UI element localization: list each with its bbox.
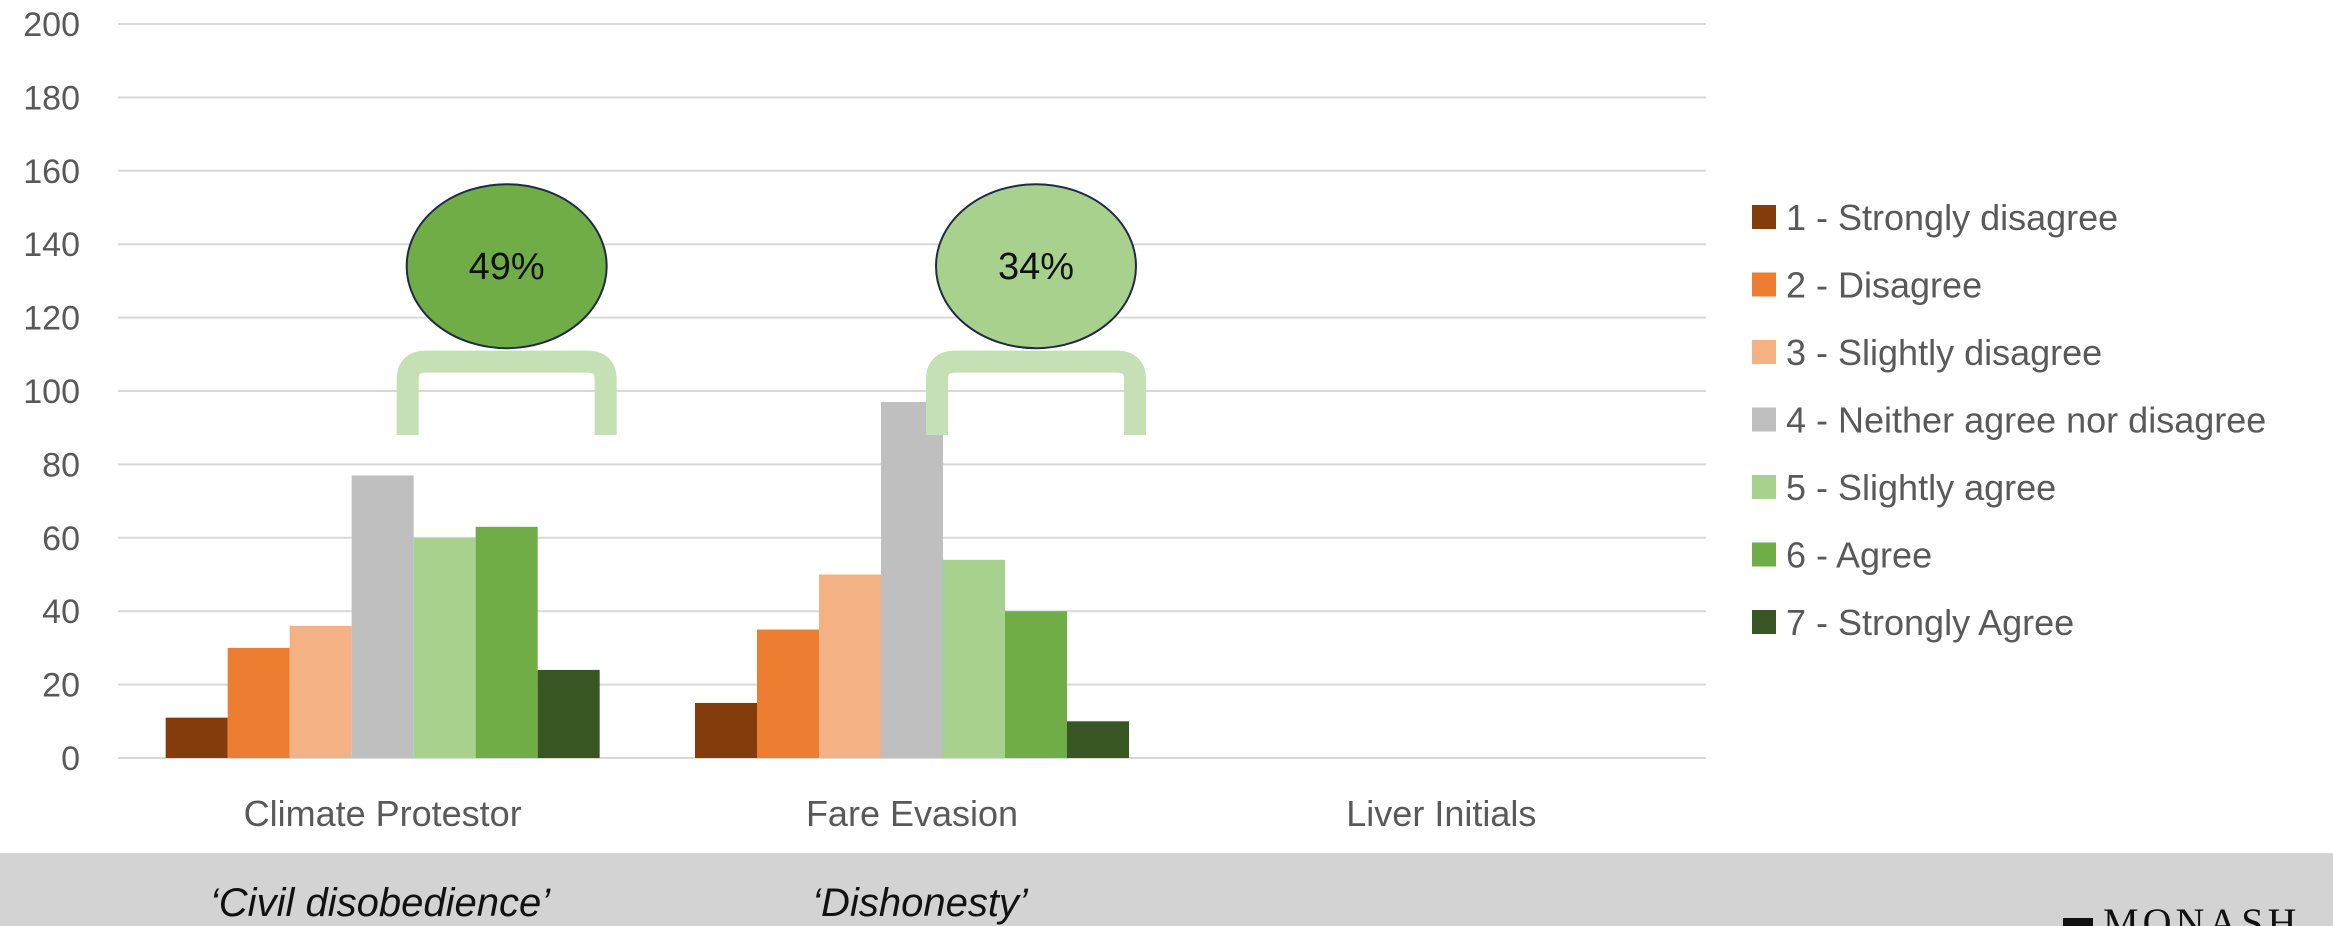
footer-label-civil-disobedience: ‘Civil disobedience’ — [210, 881, 551, 925]
legend-label: 7 - Strongly Agree — [1786, 602, 2074, 643]
bar — [819, 574, 881, 758]
legend-swatch — [1752, 610, 1776, 634]
annotation-label: 34% — [998, 246, 1074, 288]
bar — [881, 402, 943, 758]
bar — [943, 559, 1005, 758]
bars — [165, 402, 1129, 758]
legend-swatch — [1752, 407, 1776, 432]
bar — [537, 669, 600, 758]
category-label: Fare Evasion — [806, 793, 1018, 834]
y-tick-label: 60 — [42, 520, 80, 558]
bar — [351, 475, 414, 758]
bracket — [396, 350, 617, 436]
annotation-bubble — [405, 183, 608, 350]
monash-logo-text: MONASH — [2103, 900, 2300, 926]
legend-label: 2 - Disagree — [1786, 265, 1982, 306]
y-tick-label: 0 — [61, 740, 80, 778]
annotation-label: 49% — [469, 246, 545, 288]
bar — [475, 526, 538, 758]
legend: 1 - Strongly disagree 2 - Disagree 3 - Sli… — [1752, 197, 2266, 643]
x-axis-categories: Climate Protestor Fare Evasion Liver Initi… — [244, 793, 1537, 834]
bar — [1005, 611, 1067, 758]
footer-label-dishonesty: ‘Dishonesty’ — [812, 881, 1029, 925]
y-tick-label: 100 — [23, 373, 80, 411]
legend-swatch — [1752, 475, 1776, 499]
y-tick-label: 20 — [42, 667, 80, 705]
legend-label: 3 - Slightly disagree — [1786, 332, 2102, 373]
legend-swatch — [1752, 272, 1776, 297]
legend-label: 1 - Strongly disagree — [1786, 197, 2118, 238]
legend-label: 6 - Agree — [1786, 535, 1932, 576]
y-tick-label: 140 — [23, 226, 80, 264]
bar — [289, 625, 352, 758]
y-tick-label: 160 — [23, 153, 80, 191]
monash-logo: MONASH — [2063, 900, 2300, 926]
legend-label: 5 - Slightly agree — [1786, 467, 2056, 508]
legend-swatch — [1752, 340, 1776, 364]
bar — [227, 647, 290, 758]
bar — [165, 717, 228, 758]
annotation-bubble — [935, 183, 1137, 350]
y-tick-label: 120 — [23, 300, 80, 338]
brackets — [396, 350, 1146, 436]
legend-label: 4 - Neither agree nor disagree — [1786, 400, 2266, 441]
bar — [1067, 721, 1129, 758]
y-tick-label: 40 — [42, 593, 80, 631]
y-tick-label: 180 — [23, 79, 80, 117]
annotation-bubbles: 49% 34% — [405, 183, 1137, 350]
monash-shield-icon — [2063, 918, 2093, 926]
legend-swatch — [1752, 542, 1776, 567]
category-label: Liver Initials — [1346, 793, 1536, 834]
bar — [695, 702, 757, 758]
bracket — [926, 350, 1146, 436]
y-tick-label: 80 — [42, 446, 80, 484]
bar — [757, 629, 819, 758]
legend-swatch — [1752, 205, 1776, 229]
bar — [413, 537, 476, 758]
footer-band — [0, 853, 2333, 926]
y-tick-label: 200 — [23, 6, 80, 44]
y-axis-ticks: 0 20 40 60 80 100 120 140 160 180 200 — [23, 6, 80, 778]
category-label: Climate Protestor — [244, 793, 522, 834]
